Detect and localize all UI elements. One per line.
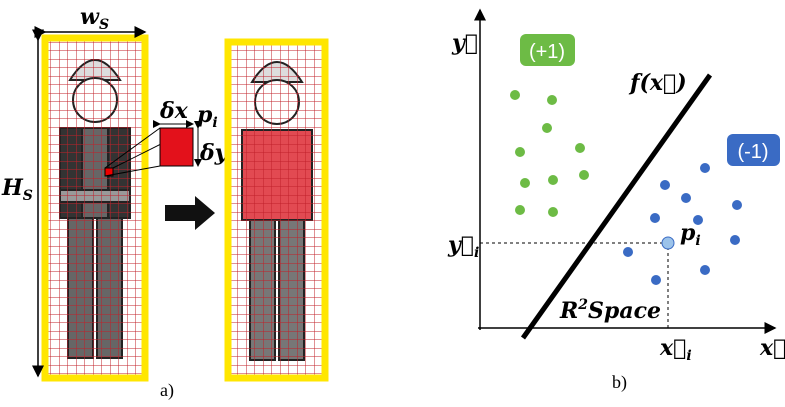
x-axis-label: x⃗ xyxy=(759,335,785,361)
width-label: wS xyxy=(80,4,109,33)
space-label: R2Space xyxy=(559,297,661,324)
point-pi xyxy=(662,237,674,249)
y-axis-label: y⃗ xyxy=(451,30,478,56)
person-grid-right xyxy=(228,42,325,378)
function-label: f(x⃗) xyxy=(628,70,687,96)
negative-label: (-1) xyxy=(737,141,768,163)
dx-label: δx xyxy=(159,98,189,124)
person-grid-left xyxy=(45,38,145,378)
positive-label: (+1) xyxy=(529,41,565,63)
figure: wS HS δx δy pi a) xyxy=(0,0,785,407)
transform-arrow xyxy=(165,196,215,230)
caption-b: b) xyxy=(612,372,627,393)
caption-a: a) xyxy=(160,380,174,401)
height-label: HS xyxy=(1,175,33,204)
yi-label: y⃗i xyxy=(447,232,479,261)
positive-points xyxy=(510,90,589,217)
xi-label: x⃗i xyxy=(659,335,692,364)
pixel-label: pi xyxy=(197,102,218,131)
